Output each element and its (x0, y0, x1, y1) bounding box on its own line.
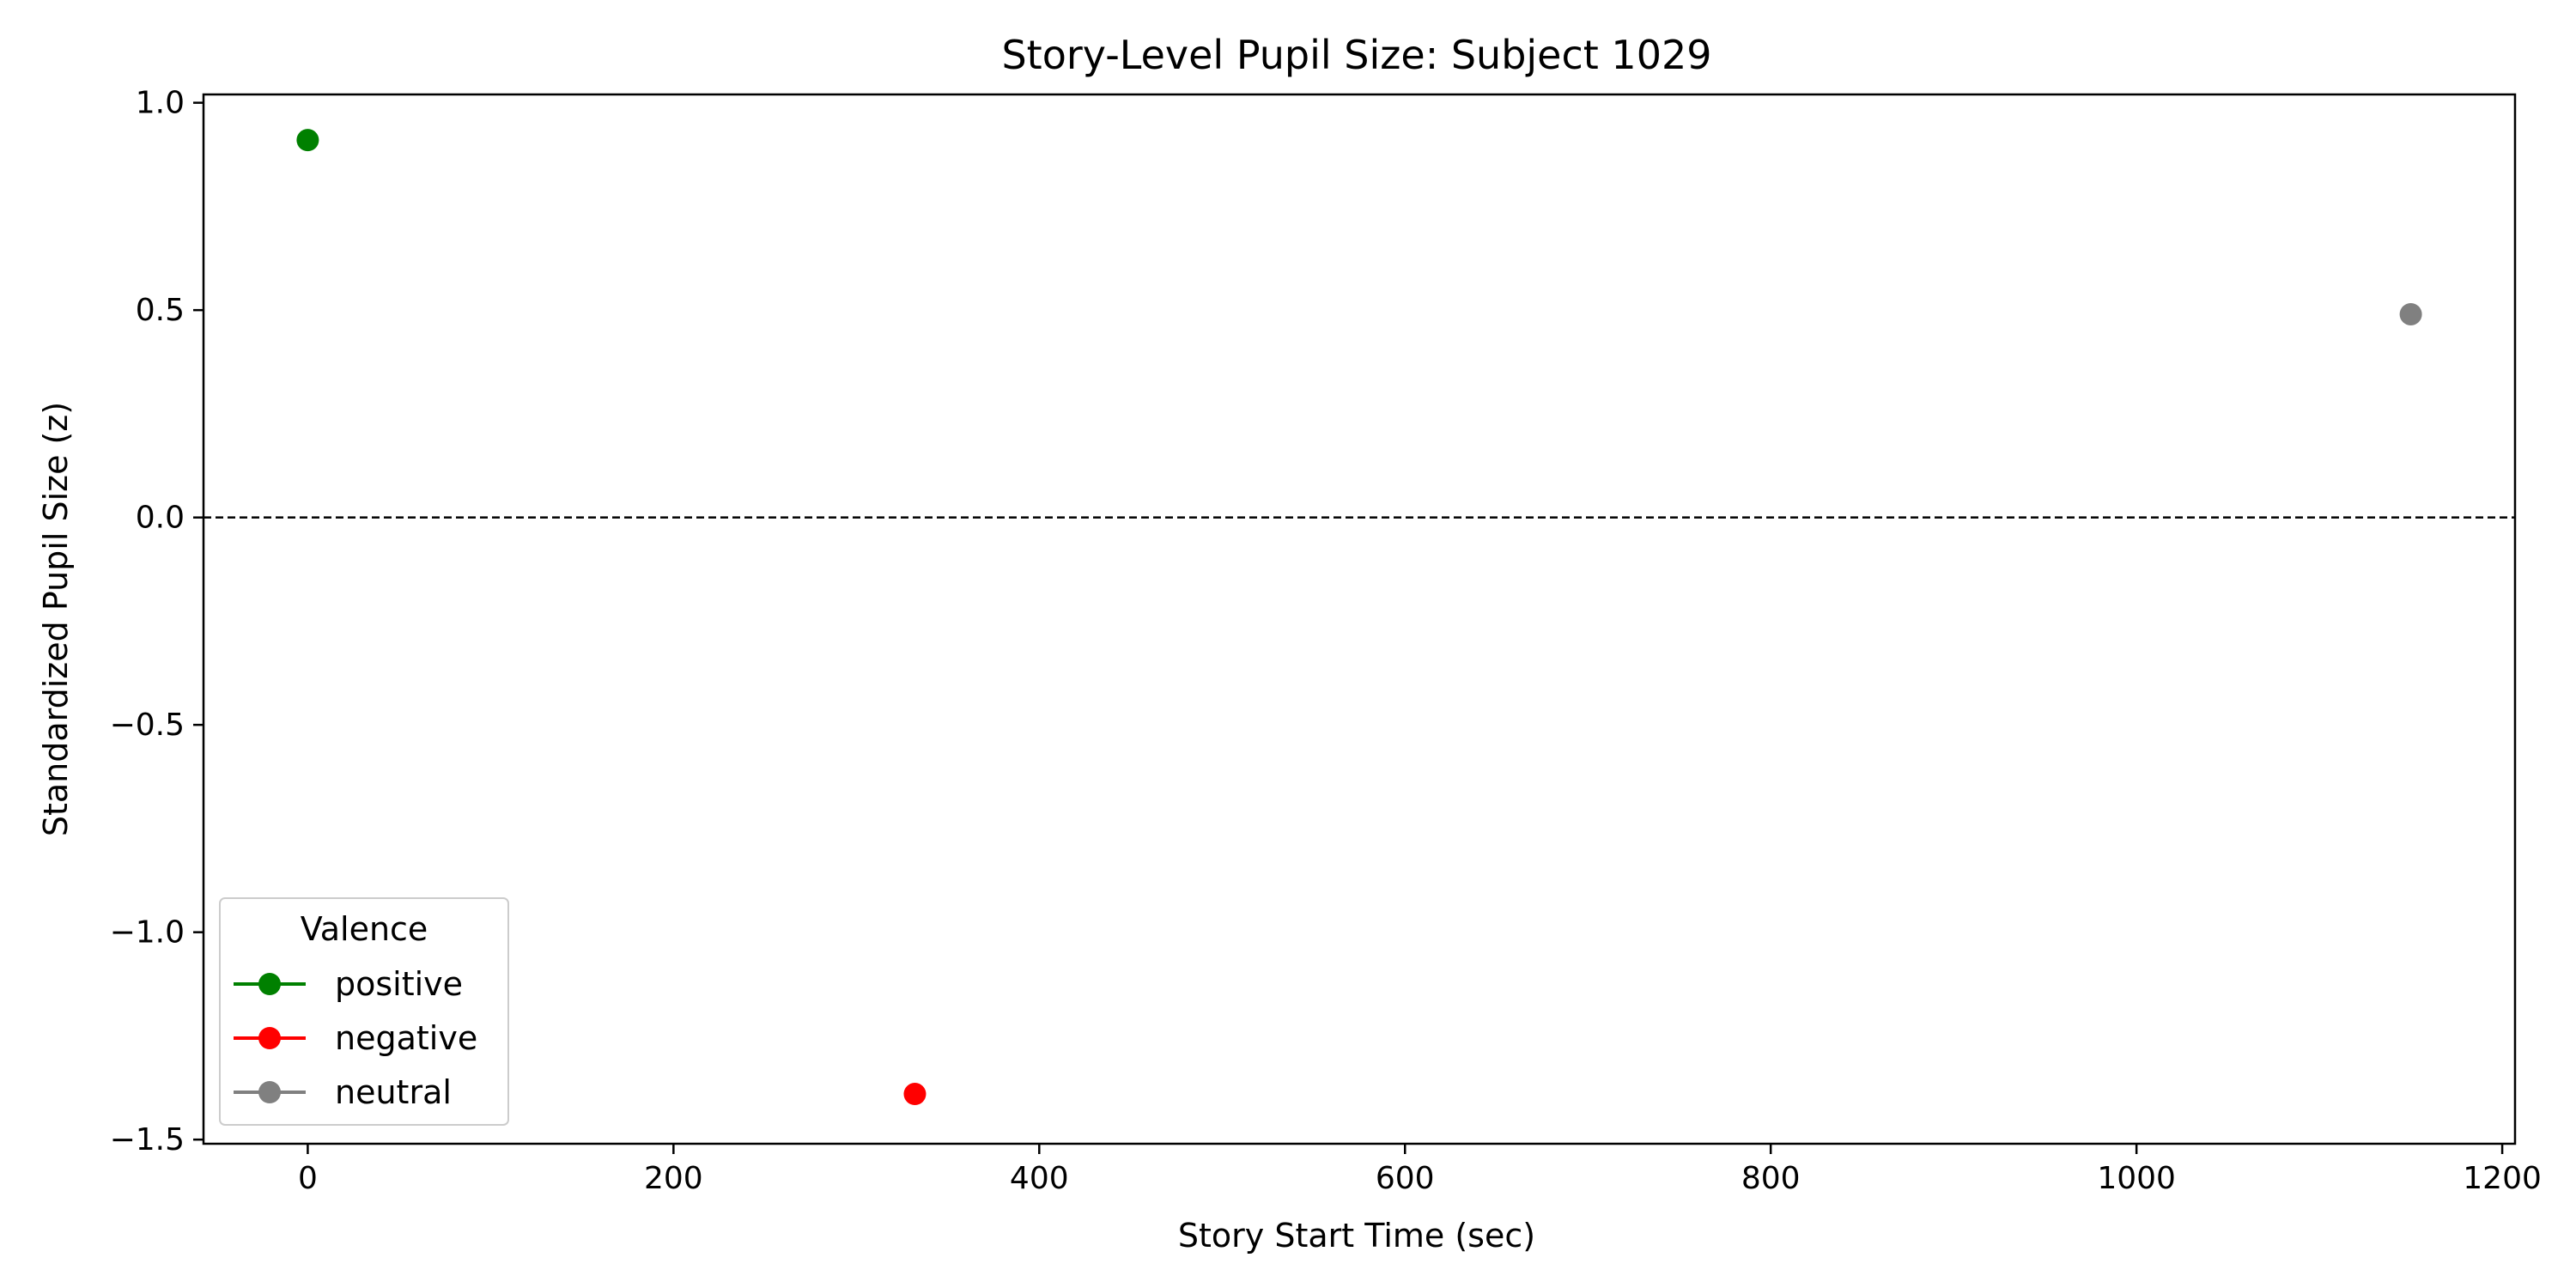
legend-label-positive: positive (335, 965, 463, 1003)
y-tick-label: 0.0 (136, 501, 185, 536)
x-tick-label: 1000 (2097, 1161, 2176, 1196)
y-tick-label: −1.5 (110, 1122, 185, 1157)
x-tick-label: 800 (1741, 1161, 1801, 1196)
y-tick-label: 1.0 (136, 86, 185, 121)
data-point-negative (903, 1083, 927, 1106)
x-tick-label: 1200 (2463, 1161, 2542, 1196)
legend-box (219, 897, 509, 1126)
x-tick-label: 600 (1376, 1161, 1435, 1196)
y-tick-label: 0.5 (136, 293, 185, 328)
legend: Valence positive negative neutral (219, 897, 509, 1126)
y-axis-title: Standardized Pupil Size (z) (37, 402, 75, 836)
x-tick-label: 0 (298, 1161, 318, 1196)
x-axis-title: Story Start Time (sec) (1178, 1217, 1535, 1255)
plot-frame (202, 93, 2517, 1145)
legend-title: Valence (301, 910, 428, 948)
y-tick-label: −1.0 (110, 915, 185, 951)
data-point-neutral (2399, 302, 2422, 325)
chart-title: Story-Level Pupil Size: Subject 1029 (1001, 32, 1711, 78)
legend-label-neutral: neutral (335, 1073, 452, 1111)
legend-label-negative: negative (335, 1019, 477, 1057)
data-point-positive (296, 129, 319, 152)
x-tick-label: 400 (1010, 1161, 1069, 1196)
legend-marker-neutral (258, 1081, 281, 1103)
legend-marker-negative (258, 1027, 281, 1049)
legend-marker-positive (258, 973, 281, 995)
x-tick-label: 200 (644, 1161, 703, 1196)
y-tick-label: −0.5 (110, 708, 185, 743)
